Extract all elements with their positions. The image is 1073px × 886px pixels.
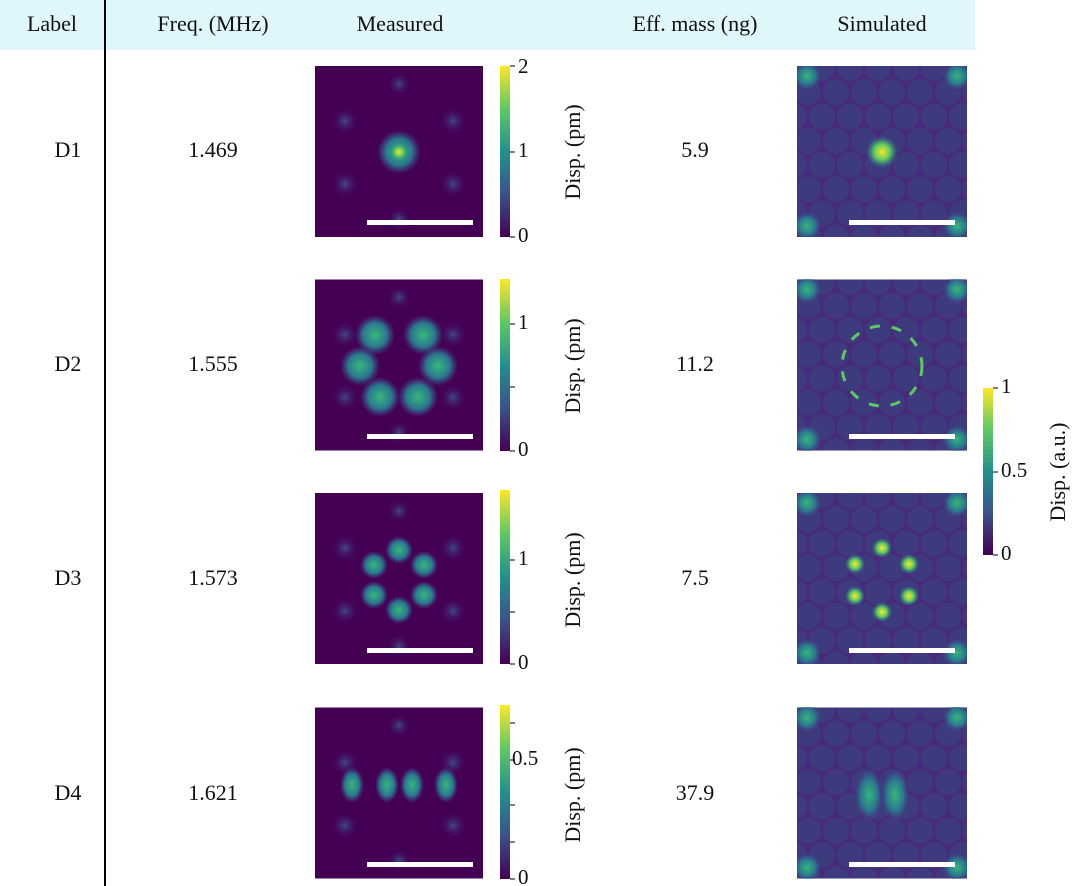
simulated-image (797, 493, 967, 664)
colorbar-ticks (510, 559, 515, 665)
mode-spot (385, 536, 413, 564)
tick-label: 1 (518, 546, 529, 570)
mode-spot (899, 554, 919, 574)
colorbar-label: Disp. (pm) (560, 747, 585, 842)
row: D1 1.469 0 1 2 Disp. (pm) 5.9 (55, 54, 967, 247)
row: D4 1.621 0 0.5 Disp. (pm) 37.9 (55, 705, 967, 886)
label: D1 (55, 137, 82, 162)
scale-bar (367, 220, 473, 225)
tick-label: 1 (1001, 374, 1012, 398)
eff-mass: 37.9 (676, 780, 715, 805)
mode-spot (340, 346, 380, 386)
scale-bar (849, 648, 955, 653)
mode-spot (360, 377, 400, 417)
colorbar-label: Disp. (pm) (560, 318, 585, 413)
scale-bar (367, 648, 473, 653)
mode-spot (872, 602, 892, 622)
header-cell: Eff. mass (ng) (633, 11, 758, 36)
tick-label: 0.5 (1001, 458, 1027, 482)
mode-spot (845, 554, 865, 574)
mode-spot (899, 586, 919, 606)
tick-label: 1 (518, 138, 529, 162)
header-bg (0, 0, 975, 50)
tick-label: 0 (518, 437, 529, 461)
header-cell: Freq. (MHz) (157, 11, 268, 36)
colorbar (500, 705, 510, 879)
tick-label: 2 (518, 54, 529, 78)
freq: 1.555 (188, 351, 238, 376)
colorbar-ticks (993, 387, 998, 556)
mode-spot (398, 377, 438, 417)
colorbar-label: Disp. (a.u.) (1045, 423, 1070, 522)
mode-spot (403, 315, 443, 355)
scale-bar (849, 862, 955, 867)
mode-spot (410, 581, 438, 609)
mode-spot (400, 767, 424, 803)
freq: 1.573 (188, 565, 238, 590)
mode-ring (840, 324, 924, 408)
mode-spot (872, 538, 892, 558)
label: D3 (55, 565, 82, 590)
colorbar-ticks (510, 722, 515, 880)
mode-spot (855, 769, 883, 821)
measured-image (315, 493, 483, 664)
scale-bar (367, 862, 473, 867)
mode-spot (390, 143, 408, 161)
colorbar-label: Disp. (pm) (560, 104, 585, 199)
colorbar-label: Disp. (pm) (560, 532, 585, 627)
tick-label: 0.5 (512, 746, 538, 770)
freq: 1.621 (188, 780, 238, 805)
colorbar-ticks (510, 323, 515, 452)
mode-spot (355, 315, 395, 355)
mode-spot (434, 767, 458, 803)
tick-label: 1 (518, 310, 529, 334)
tick-label: 0 (518, 865, 529, 886)
colorbar (500, 490, 510, 664)
measured-image (315, 707, 483, 879)
simulated-colorbar: 0 0.5 1 Disp. (a.u.) (983, 374, 1070, 565)
scale-bar (367, 434, 473, 439)
row: D2 1.555 0 1 Disp. (pm) 11.2 (55, 279, 967, 461)
mode-spot (866, 136, 898, 168)
label: D4 (55, 780, 82, 805)
mode-spot (410, 551, 438, 579)
mode-spot (360, 581, 388, 609)
scale-bar (849, 220, 955, 225)
mode-spot (340, 767, 364, 803)
colorbar (500, 279, 510, 451)
mode-spot (360, 551, 388, 579)
label: D2 (55, 351, 82, 376)
row: D3 1.573 0 1 Disp. (pm) 7.5 (55, 490, 967, 674)
colorbar (983, 388, 993, 555)
mode-spot (881, 769, 909, 821)
header-cell: Simulated (837, 11, 926, 36)
tick-label: 0 (1001, 541, 1012, 565)
mode-spot (418, 346, 458, 386)
tick-label: 0 (518, 223, 529, 247)
colorbar-ticks (510, 65, 515, 238)
tick-label: 0 (518, 650, 529, 674)
eff-mass: 5.9 (681, 137, 709, 162)
scale-bar (849, 434, 955, 439)
mode-spot (375, 767, 399, 803)
colorbar (500, 66, 510, 237)
eff-mass: 7.5 (681, 565, 709, 590)
header-cell: Measured (357, 11, 444, 36)
header-cell: Label (27, 11, 77, 36)
simulated-image (797, 279, 967, 451)
mode-spot (385, 596, 413, 624)
eff-mass: 11.2 (676, 351, 714, 376)
mode-spot (845, 586, 865, 606)
freq: 1.469 (188, 137, 238, 162)
